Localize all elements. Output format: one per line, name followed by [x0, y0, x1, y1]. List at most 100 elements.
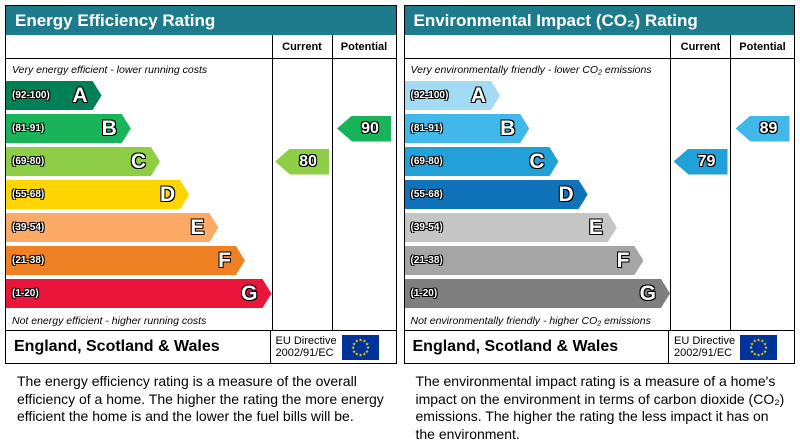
current-rating-arrow: 80: [275, 148, 329, 175]
band-letter: A: [470, 84, 487, 107]
band-range: (81-91): [410, 123, 443, 134]
environmental-impact-panel: Environmental Impact (CO₂) Rating Curren…: [403, 5, 795, 364]
eu-flag-icon: ★ ★ ★★ ★★ ★★ ★★ ★★: [740, 334, 778, 360]
svg-text:★: ★: [749, 345, 753, 351]
band-range: (55-68): [12, 189, 45, 200]
band-bar-g: (1-20) G: [6, 279, 272, 308]
current-rating-arrow: 79: [673, 148, 728, 175]
svg-text:★: ★: [760, 351, 764, 357]
band-range: (69-80): [12, 156, 45, 167]
band-bar-e: (39-54) E: [6, 213, 218, 242]
current-rating-value: 80: [299, 152, 317, 170]
band-row: (21-38) F: [405, 244, 671, 277]
band-bar-d: (55-68) D: [405, 180, 588, 209]
band-letter: G: [639, 282, 656, 305]
band-bar-f: (21-38) F: [6, 246, 245, 275]
band-range: (69-80): [410, 156, 443, 167]
band-row: (92-100) A: [405, 79, 671, 112]
top-note: Very environmentally friendly - lower CO…: [410, 64, 652, 76]
band-bar-c: (69-80) C: [6, 147, 160, 176]
top-note: Very energy efficient - lower running co…: [12, 64, 208, 76]
band-letter: D: [160, 183, 176, 206]
current-column-header: Current: [670, 35, 730, 59]
band-range: (21-38): [12, 255, 45, 266]
svg-text:★: ★: [750, 341, 754, 347]
bottom-note: Not energy efficient - higher running co…: [12, 315, 207, 327]
svg-text:★: ★: [366, 345, 370, 351]
band-range: (1-20): [12, 288, 39, 299]
band-row: (21-38) F: [6, 244, 272, 277]
svg-text:★: ★: [351, 345, 355, 351]
environmental-impact-column: Environmental Impact (CO₂) Rating Curren…: [403, 5, 795, 443]
band-row: (92-100) A: [6, 79, 272, 112]
band-row: (55-68) D: [405, 178, 671, 211]
band-row: (39-54) E: [405, 211, 671, 244]
potential-rating-value: 89: [759, 119, 778, 137]
band-range: (55-68): [410, 189, 443, 200]
footer-region: England, Scotland & Wales: [412, 338, 619, 355]
current-rating-value: 79: [697, 152, 716, 170]
band-row: (81-91) B: [6, 112, 272, 145]
band-letter: C: [529, 150, 545, 173]
svg-text:★: ★: [354, 338, 358, 344]
band-range: (39-54): [12, 222, 45, 233]
band-letter: B: [500, 117, 516, 140]
description-text: The environmental impact rating is a mea…: [415, 373, 785, 442]
svg-text:★: ★: [753, 338, 757, 344]
svg-text:★: ★: [764, 345, 768, 351]
band-bar-e: (39-54) E: [405, 213, 617, 242]
potential-rating-arrow: 89: [735, 115, 790, 142]
band-row: (69-80) C: [405, 145, 671, 178]
svg-text:★: ★: [763, 341, 767, 347]
band-row: (1-20) G: [405, 277, 671, 310]
current-column-header: Current: [271, 35, 332, 59]
band-row: (55-68) D: [6, 178, 272, 211]
description-text: The energy efficiency rating is a measur…: [17, 373, 384, 424]
svg-text:★: ★: [352, 341, 356, 347]
panel-footer: England, Scotland & Wales EU Directive 2…: [6, 330, 396, 363]
band-letter: D: [558, 183, 574, 206]
band-range: (92-100): [410, 90, 449, 101]
svg-text:★: ★: [362, 351, 366, 357]
rating-chart: Current Potential Very environmentally f…: [404, 35, 794, 330]
band-row: (1-20) G: [6, 277, 272, 310]
band-bar-a: (92-100) A: [6, 81, 102, 110]
svg-text:★: ★: [750, 348, 754, 354]
potential-rating-value: 90: [361, 119, 379, 137]
potential-column-header: Potential: [331, 35, 396, 59]
eu-flag-icon: ★ ★ ★★ ★★ ★★ ★★ ★★: [341, 334, 379, 360]
band-range: (81-91): [12, 123, 45, 134]
footer-region: England, Scotland & Wales: [14, 338, 220, 355]
panel-title: Environmental Impact (CO₂) Rating: [404, 6, 794, 35]
band-bar-d: (55-68) D: [6, 180, 189, 209]
svg-text:★: ★: [757, 337, 761, 343]
svg-text:★: ★: [760, 338, 764, 344]
rating-chart: Current Potential Very energy efficient …: [6, 35, 396, 330]
band-letter: B: [101, 117, 117, 140]
svg-text:★: ★: [358, 337, 362, 343]
band-letter: E: [190, 216, 205, 239]
band-row: (69-80) C: [6, 145, 272, 178]
svg-text:★: ★: [763, 348, 767, 354]
band-letter: A: [72, 84, 88, 107]
svg-text:★: ★: [354, 351, 358, 357]
potential-rating-arrow: 90: [337, 115, 391, 142]
bottom-note: Not environmentally friendly - higher CO…: [410, 315, 651, 327]
panel-footer: England, Scotland & Wales EU Directive 2…: [404, 330, 794, 363]
band-range: (1-20): [410, 288, 438, 299]
panel-title: Energy Efficiency Rating: [6, 6, 396, 35]
band-range: (39-54): [410, 222, 443, 233]
band-row: (39-54) E: [6, 211, 272, 244]
eu-directive-text: EU Directive 2002/91/EC: [275, 334, 337, 360]
band-bar-b: (81-91) B: [6, 114, 131, 143]
band-letter: F: [616, 249, 630, 272]
svg-text:★: ★: [753, 351, 757, 357]
band-bar-f: (21-38) F: [405, 246, 644, 275]
svg-text:★: ★: [362, 338, 366, 344]
band-range: (21-38): [410, 255, 443, 266]
svg-text:★: ★: [757, 352, 761, 358]
svg-text:★: ★: [365, 348, 369, 354]
energy-efficiency-panel: Energy Efficiency Rating Current Potenti…: [5, 5, 397, 364]
band-range: (92-100): [12, 90, 50, 101]
